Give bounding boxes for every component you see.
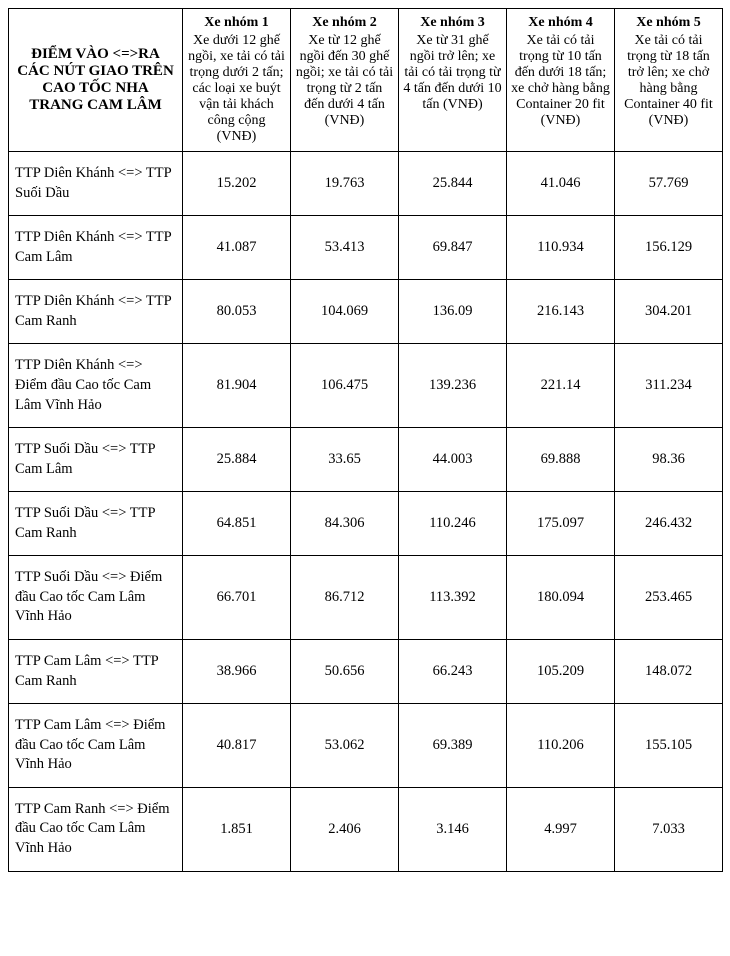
- value-cell: 4.997: [507, 787, 615, 871]
- value-cell: 221.14: [507, 344, 615, 428]
- value-cell: 246.432: [615, 492, 723, 556]
- table-row: TTP Diên Khánh <=> TTP Suối Dầu15.20219.…: [9, 152, 723, 216]
- group-title-5: Xe nhóm 5: [619, 15, 718, 31]
- route-cell: TTP Diên Khánh <=> TTP Cam Lâm: [9, 216, 183, 280]
- value-cell: 304.201: [615, 280, 723, 344]
- value-cell: 50.656: [291, 640, 399, 704]
- group-title-3: Xe nhóm 3: [403, 15, 502, 31]
- value-cell: 57.769: [615, 152, 723, 216]
- value-cell: 25.884: [183, 428, 291, 492]
- table-header: ĐIỂM VÀO <=>RA CÁC NÚT GIAO TRÊN CAO TỐC…: [9, 9, 723, 152]
- table-row: TTP Cam Lâm <=> TTP Cam Ranh38.96650.656…: [9, 640, 723, 704]
- value-cell: 110.934: [507, 216, 615, 280]
- value-cell: 69.389: [399, 704, 507, 788]
- table-row: TTP Diên Khánh <=> TTP Cam Ranh80.053104…: [9, 280, 723, 344]
- value-cell: 66.243: [399, 640, 507, 704]
- table-row: TTP Cam Ranh <=> Điểm đầu Cao tốc Cam Lâ…: [9, 787, 723, 871]
- value-cell: 53.413: [291, 216, 399, 280]
- value-cell: 81.904: [183, 344, 291, 428]
- value-cell: 25.844: [399, 152, 507, 216]
- value-cell: 139.236: [399, 344, 507, 428]
- group-desc-5: Xe tải có tải trọng từ 18 tấn trở lên; x…: [624, 33, 713, 128]
- table-row: TTP Diên Khánh <=> Điểm đầu Cao tốc Cam …: [9, 344, 723, 428]
- value-cell: 110.246: [399, 492, 507, 556]
- value-cell: 2.406: [291, 787, 399, 871]
- value-cell: 155.105: [615, 704, 723, 788]
- route-header-cell: ĐIỂM VÀO <=>RA CÁC NÚT GIAO TRÊN CAO TỐC…: [9, 9, 183, 152]
- group-title-4: Xe nhóm 4: [511, 15, 610, 31]
- group-desc-1: Xe dưới 12 ghế ngồi, xe tải có tải trọng…: [188, 33, 285, 144]
- route-cell: TTP Cam Lâm <=> Điểm đầu Cao tốc Cam Lâm…: [9, 704, 183, 788]
- value-cell: 41.046: [507, 152, 615, 216]
- value-cell: 33.65: [291, 428, 399, 492]
- value-cell: 69.847: [399, 216, 507, 280]
- value-cell: 38.966: [183, 640, 291, 704]
- value-cell: 66.701: [183, 556, 291, 640]
- value-cell: 80.053: [183, 280, 291, 344]
- value-cell: 19.763: [291, 152, 399, 216]
- route-cell: TTP Suối Dầu <=> Điểm đầu Cao tốc Cam Lâ…: [9, 556, 183, 640]
- toll-fee-table: ĐIỂM VÀO <=>RA CÁC NÚT GIAO TRÊN CAO TỐC…: [8, 8, 723, 872]
- route-cell: TTP Diên Khánh <=> Điểm đầu Cao tốc Cam …: [9, 344, 183, 428]
- value-cell: 148.072: [615, 640, 723, 704]
- group-header-4: Xe nhóm 4 Xe tải có tải trọng từ 10 tấn …: [507, 9, 615, 152]
- value-cell: 105.209: [507, 640, 615, 704]
- value-cell: 110.206: [507, 704, 615, 788]
- route-cell: TTP Diên Khánh <=> TTP Suối Dầu: [9, 152, 183, 216]
- value-cell: 86.712: [291, 556, 399, 640]
- group-desc-4: Xe tải có tải trọng từ 10 tấn đến dưới 1…: [511, 33, 610, 128]
- group-desc-2: Xe từ 12 ghế ngồi đến 30 ghế ngồi; xe tả…: [296, 33, 393, 128]
- value-cell: 104.069: [291, 280, 399, 344]
- table-row: TTP Cam Lâm <=> Điểm đầu Cao tốc Cam Lâm…: [9, 704, 723, 788]
- value-cell: 253.465: [615, 556, 723, 640]
- route-cell: TTP Cam Lâm <=> TTP Cam Ranh: [9, 640, 183, 704]
- group-header-2: Xe nhóm 2 Xe từ 12 ghế ngồi đến 30 ghế n…: [291, 9, 399, 152]
- value-cell: 106.475: [291, 344, 399, 428]
- group-title-1: Xe nhóm 1: [187, 15, 286, 31]
- table-row: TTP Suối Dầu <=> TTP Cam Ranh64.85184.30…: [9, 492, 723, 556]
- group-header-1: Xe nhóm 1 Xe dưới 12 ghế ngồi, xe tải có…: [183, 9, 291, 152]
- route-cell: TTP Suối Dầu <=> TTP Cam Lâm: [9, 428, 183, 492]
- value-cell: 40.817: [183, 704, 291, 788]
- group-desc-3: Xe từ 31 ghế ngồi trở lên; xe tải có tải…: [403, 33, 501, 112]
- value-cell: 98.36: [615, 428, 723, 492]
- route-cell: TTP Suối Dầu <=> TTP Cam Ranh: [9, 492, 183, 556]
- group-header-3: Xe nhóm 3 Xe từ 31 ghế ngồi trở lên; xe …: [399, 9, 507, 152]
- table-row: TTP Diên Khánh <=> TTP Cam Lâm41.08753.4…: [9, 216, 723, 280]
- table-row: TTP Suối Dầu <=> Điểm đầu Cao tốc Cam Lâ…: [9, 556, 723, 640]
- value-cell: 15.202: [183, 152, 291, 216]
- value-cell: 1.851: [183, 787, 291, 871]
- value-cell: 156.129: [615, 216, 723, 280]
- route-cell: TTP Cam Ranh <=> Điểm đầu Cao tốc Cam Lâ…: [9, 787, 183, 871]
- value-cell: 175.097: [507, 492, 615, 556]
- value-cell: 311.234: [615, 344, 723, 428]
- value-cell: 64.851: [183, 492, 291, 556]
- group-header-5: Xe nhóm 5 Xe tải có tải trọng từ 18 tấn …: [615, 9, 723, 152]
- value-cell: 53.062: [291, 704, 399, 788]
- table-row: TTP Suối Dầu <=> TTP Cam Lâm25.88433.654…: [9, 428, 723, 492]
- value-cell: 69.888: [507, 428, 615, 492]
- value-cell: 84.306: [291, 492, 399, 556]
- value-cell: 180.094: [507, 556, 615, 640]
- table-body: TTP Diên Khánh <=> TTP Suối Dầu15.20219.…: [9, 152, 723, 872]
- value-cell: 41.087: [183, 216, 291, 280]
- value-cell: 44.003: [399, 428, 507, 492]
- value-cell: 113.392: [399, 556, 507, 640]
- header-row: ĐIỂM VÀO <=>RA CÁC NÚT GIAO TRÊN CAO TỐC…: [9, 9, 723, 152]
- value-cell: 216.143: [507, 280, 615, 344]
- route-cell: TTP Diên Khánh <=> TTP Cam Ranh: [9, 280, 183, 344]
- group-title-2: Xe nhóm 2: [295, 15, 394, 31]
- value-cell: 136.09: [399, 280, 507, 344]
- value-cell: 3.146: [399, 787, 507, 871]
- value-cell: 7.033: [615, 787, 723, 871]
